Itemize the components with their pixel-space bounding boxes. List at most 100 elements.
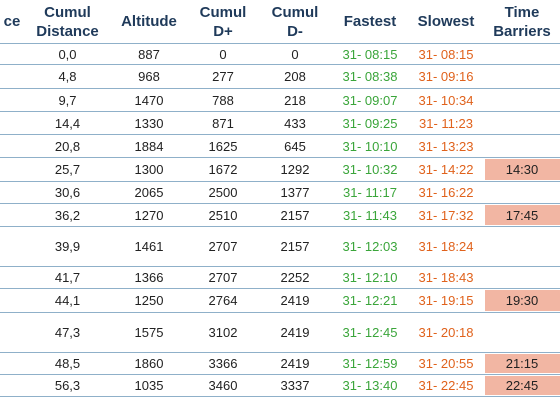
slowest-cell: 31- 20:18 [418,325,474,340]
fastest-cell: 31- 12:03 [342,239,398,254]
slowest-cell: 31- 10:34 [418,92,474,108]
header-cumul-dminus: Cumul D- [262,0,328,43]
cumul-dplus-cell: 2707 [208,270,238,285]
cumul-distance-cell: 20,8 [54,138,81,154]
altitude-cell: 968 [138,69,160,84]
cumul-distance-cell: 4,8 [58,69,77,84]
time-barrier-highlight [485,376,560,395]
cumul-dminus-cell: 0 [291,46,299,62]
time-barrier-highlight [485,159,560,180]
cumul-distance-cell: 39,9 [54,239,81,254]
cumul-dminus-cell: 1377 [280,185,310,200]
cumul-dminus-cell: 645 [284,138,306,154]
time-barrier-highlight [485,354,560,373]
cumul-distance-cell: 25,7 [54,162,81,177]
slowest-cell: 31- 13:23 [418,138,474,154]
table-row: 0,0 887 0 0 31- 08:15 31- 08:15 [0,44,560,65]
table-row: 4,8 968 277 208 31- 08:38 31- 09:16 [0,65,560,89]
fastest-cell: 31- 10:10 [342,138,398,154]
time-barrier-cell [484,44,560,64]
cumul-distance-cell: 14,4 [54,115,81,131]
cumul-distance-cell: 44,1 [54,293,81,308]
header-slowest: Slowest [409,0,483,43]
cumul-dplus-cell: 788 [212,92,234,108]
cumul-dminus-cell: 2419 [280,356,310,371]
cumul-dplus-cell: 1672 [208,162,238,177]
table-row: 56,3 1035 3460 3337 31- 13:40 31- 22:45 22:45 [0,375,560,397]
time-barrier-cell [484,89,560,111]
time-barrier-cell: 17:45 [505,207,539,223]
fastest-cell: 31- 11:43 [343,207,397,223]
cumul-dplus-cell: 2707 [208,239,238,254]
time-barrier-cell: 21:15 [505,356,539,371]
cumul-dplus-cell: 2500 [208,185,238,200]
altitude-cell: 1300 [134,162,164,177]
table-header: ce Cumul Distance Altitude Cumul D+ Cumu… [0,0,560,44]
header-cumul-dplus-line1: Cumul [199,3,247,21]
fastest-cell: 31- 12:59 [342,356,398,371]
altitude-cell: 1575 [134,325,164,340]
altitude-cell: 1035 [134,378,164,393]
table-row: 25,7 1300 1672 1292 31- 10:32 31- 14:22 14:30 [0,158,560,182]
header-cumul-dplus-line2: D+ [213,22,233,40]
fastest-cell: 31- 08:38 [342,69,398,84]
cumul-dplus-cell: 0 [219,46,227,62]
time-barrier-cell [484,313,560,352]
cumul-dminus-cell: 208 [284,69,306,84]
time-barrier-cell [484,267,560,288]
fastest-cell: 31- 09:07 [342,92,398,108]
slowest-cell: 31- 22:45 [418,378,474,393]
fastest-cell: 31- 08:15 [342,46,398,62]
time-barrier-cell: 14:30 [505,162,539,177]
time-barrier-cell [484,182,560,203]
slowest-cell: 31- 20:55 [418,356,474,371]
table-row: 41,7 1366 2707 2252 31- 12:10 31- 18:43 [0,267,560,289]
cumul-dminus-cell: 2419 [280,325,310,340]
slowest-cell: 31- 11:23 [419,115,473,131]
slowest-cell: 31- 18:24 [418,239,474,254]
race-timetable: ce Cumul Distance Altitude Cumul D+ Cumu… [0,0,560,397]
fastest-cell: 31- 09:25 [342,115,398,131]
altitude-cell: 1860 [134,356,164,371]
fastest-cell: 31- 11:17 [343,185,397,200]
fastest-cell: 31- 12:45 [342,325,398,340]
cumul-dplus-cell: 871 [212,115,234,131]
cumul-distance-cell: 9,7 [58,92,77,108]
header-slowest-label: Slowest [417,13,475,30]
cumul-dplus-cell: 2510 [208,207,238,223]
cumul-dplus-cell: 3460 [208,378,238,393]
table-row: 14,4 1330 871 433 31- 09:25 31- 11:23 [0,112,560,135]
altitude-cell: 1461 [134,239,164,254]
header-cumul-dminus-line1: Cumul [271,3,319,21]
cumul-dminus-cell: 2157 [280,239,310,254]
fastest-cell: 31- 12:21 [342,293,398,308]
time-barrier-cell [484,112,560,134]
cumul-distance-cell: 0,0 [58,46,77,62]
header-time-barriers-line1: Time [504,3,540,21]
cumul-dminus-cell: 1292 [280,162,310,177]
header-time-barriers-line2: Barriers [493,22,551,40]
header-fastest: Fastest [333,0,407,43]
cumul-distance-cell: 41,7 [54,270,81,285]
altitude-cell: 1270 [134,207,164,223]
fastest-cell: 31- 12:10 [342,270,398,285]
cumul-dminus-cell: 2157 [280,207,310,223]
cumul-dminus-cell: 2419 [280,293,310,308]
cumul-dplus-cell: 277 [212,69,234,84]
altitude-cell: 1330 [134,115,164,131]
table-row: 9,7 1470 788 218 31- 09:07 31- 10:34 [0,89,560,112]
cumul-distance-cell: 48,5 [54,356,81,371]
altitude-cell: 1884 [134,138,164,154]
time-barrier-cell: 22:45 [505,378,539,393]
cumul-dminus-cell: 218 [284,92,306,108]
altitude-cell: 1470 [134,92,164,108]
time-barrier-cell [484,135,560,157]
table-row: 30,6 2065 2500 1377 31- 11:17 31- 16:22 [0,182,560,204]
table-row: 20,8 1884 1625 645 31- 10:10 31- 13:23 [0,135,560,158]
header-distance: ce [0,0,32,43]
altitude-cell: 1366 [134,270,164,285]
cumul-distance-cell: 30,6 [54,185,81,200]
table-row: 36,2 1270 2510 2157 31- 11:43 31- 17:32 17:45 [0,204,560,227]
cumul-dplus-cell: 1625 [208,138,238,154]
header-altitude-label: Altitude [121,13,177,30]
